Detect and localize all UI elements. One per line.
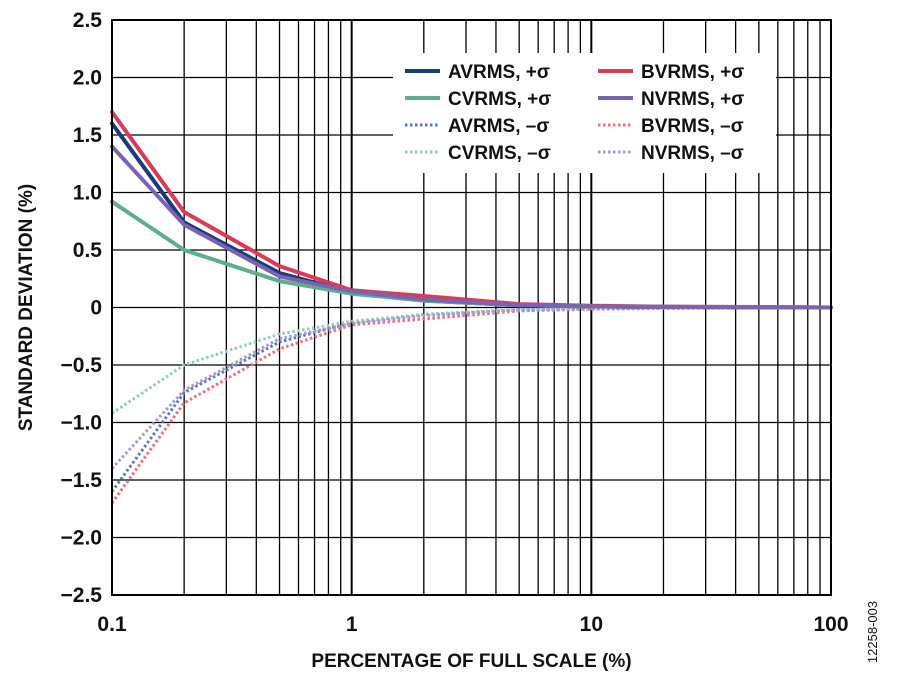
- legend-label: BVRMS, –σ: [641, 116, 744, 137]
- x-axis-title: PERCENTAGE OF FULL SCALE (%): [311, 651, 631, 672]
- y-tick-label: −1.5: [61, 469, 103, 492]
- legend: AVRMS, +σ BVRMS, +σ CVRMS, +σ NVRMS, +σ AVRM…: [393, 53, 776, 173]
- tick-labels: 2.5 2.0 1.5 1.0 0.5 0 −0.5 −1.0 −1.5 −2.0 −2.5 0.1 1…: [61, 9, 849, 636]
- series-line: [111, 306, 832, 415]
- legend-label: BVRMS, +σ: [641, 62, 744, 83]
- x-tick-label: 10: [580, 613, 603, 636]
- series-line: [110, 144, 833, 310]
- series-line: [110, 306, 832, 493]
- series-line: [110, 306, 832, 470]
- y-tick-label: 0: [90, 297, 102, 320]
- figure-id: 12258-003: [865, 601, 880, 663]
- x-tick-label: 0.1: [97, 613, 127, 636]
- y-tick-label: 2.5: [73, 9, 103, 32]
- y-axis-title: STANDARD DEVIATION (%): [16, 184, 37, 431]
- y-tick-label: −0.5: [61, 354, 103, 377]
- legend-label: CVRMS, –σ: [448, 143, 551, 164]
- legend-label: AVRMS, –σ: [448, 116, 549, 137]
- plot-frame: [111, 19, 832, 596]
- x-tick-label: 100: [813, 613, 848, 636]
- legend-box: [393, 53, 776, 173]
- legend-label: NVRMS, +σ: [641, 89, 744, 110]
- legend-label: AVRMS, +σ: [448, 62, 550, 83]
- series-lines: [110, 110, 833, 504]
- y-tick-label: 0.5: [73, 239, 103, 262]
- y-tick-label: −2.5: [61, 584, 103, 607]
- series-line: [110, 199, 833, 310]
- y-tick-label: 1.0: [73, 182, 102, 205]
- y-tick-label: 2.0: [73, 67, 102, 90]
- y-tick-label: −1.0: [61, 412, 102, 435]
- legend-label: CVRMS, +σ: [448, 89, 551, 110]
- y-tick-label: 1.5: [73, 124, 103, 147]
- legend-label: NVRMS, –σ: [641, 143, 744, 164]
- y-tick-label: −2.0: [61, 527, 102, 550]
- series-line: [110, 306, 832, 504]
- x-tick-label: 1: [346, 613, 358, 636]
